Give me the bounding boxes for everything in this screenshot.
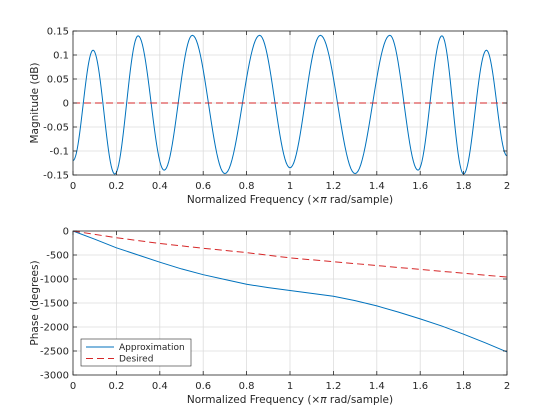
legend-box <box>80 338 192 367</box>
magnitude-ytick-label-6: 0.15 <box>47 27 69 38</box>
magnitude-xtick-label-8: 1.6 <box>412 181 428 192</box>
magnitude-xtick-label-3: 0.6 <box>195 181 211 192</box>
phase-xlabel-prefix: Normalized Frequency ( <box>187 394 312 406</box>
phase-series-approximation <box>72 230 508 353</box>
phase-xtick-label-8: 1.6 <box>412 381 428 392</box>
magnitude-xlabel-prefix: Normalized Frequency ( <box>187 194 312 206</box>
phase-xlabel: Normalized Frequency (×π rad/sample) <box>187 394 393 406</box>
phase-xtick-label-4: 0.8 <box>239 381 255 392</box>
phase-xtick-label-2: 0.4 <box>152 381 168 392</box>
phase-legend: Approximation Desired <box>80 338 192 367</box>
phase-xtick-label-5: 1 <box>287 381 293 392</box>
legend-label-desired: Desired <box>119 355 153 365</box>
magnitude-ytick-label-4: 0.05 <box>47 75 69 86</box>
phase-ytick-label-6: 0 <box>63 227 69 238</box>
magnitude-xlabel: Normalized Frequency (×π rad/sample) <box>187 194 393 206</box>
magnitude-ytick-label-3: 0 <box>63 99 69 110</box>
magnitude-xlabel-symbol: ×π <box>311 194 327 206</box>
magnitude-xtick-label-0: 0 <box>70 181 76 192</box>
phase-ylabel: Phase (degrees) <box>29 260 41 345</box>
magnitude-ytick-label-0: -0.15 <box>43 171 69 182</box>
phase-xtick-label-3: 0.6 <box>195 381 211 392</box>
magnitude-xtick-label-4: 0.8 <box>239 181 255 192</box>
phase-xtick-label-9: 1.8 <box>456 381 472 392</box>
phase-ytick-label-2: -2000 <box>40 323 69 334</box>
magnitude-xtick-label-5: 1 <box>287 181 293 192</box>
phase-plot: 0 0.2 0.4 0.6 0.8 1 1.2 1.4 1.6 1.8 2 -3000 -2500 -20… <box>29 227 510 407</box>
phase-ytick-label-1: -2500 <box>40 347 69 358</box>
magnitude-xtick-label-6: 1.2 <box>325 181 341 192</box>
magnitude-ytick-label-2: -0.05 <box>43 123 69 134</box>
magnitude-xtick-label-7: 1.4 <box>369 181 385 192</box>
phase-xtick-label-0: 0 <box>70 381 76 392</box>
phase-ytick-label-4: -1000 <box>40 275 69 286</box>
phase-xtick-label-7: 1.4 <box>369 381 385 392</box>
magnitude-plot: 0 0.2 0.4 0.6 0.8 1 1.2 1.4 1.6 1.8 2 -0.15 -0.1 -0.0… <box>29 27 510 207</box>
magnitude-xtick-label-10: 2 <box>504 181 510 192</box>
phase-xlabel-suffix: rad/sample) <box>327 394 394 406</box>
legend-label-approximation: Approximation <box>119 343 185 353</box>
phase-ytick-label-3: -1500 <box>40 299 69 310</box>
phase-xtick-label-1: 0.2 <box>108 381 124 392</box>
phase-xtick-label-6: 1.2 <box>325 381 341 392</box>
magnitude-xlabel-suffix: rad/sample) <box>327 194 394 206</box>
phase-ytick-label-5: -500 <box>46 251 69 262</box>
phase-ytick-label-0: -3000 <box>40 371 69 382</box>
magnitude-ytick-label-5: 0.1 <box>53 51 69 62</box>
phase-series-desired <box>72 230 508 278</box>
magnitude-xtick-label-1: 0.2 <box>108 181 124 192</box>
magnitude-ylabel: Magnitude (dB) <box>29 62 41 143</box>
magnitude-ytick-label-1: -0.1 <box>49 147 69 158</box>
magnitude-xtick-label-2: 0.4 <box>152 181 168 192</box>
magnitude-series-approximation <box>72 34 508 175</box>
magnitude-xtick-label-9: 1.8 <box>456 181 472 192</box>
phase-xlabel-symbol: ×π <box>311 394 327 406</box>
phase-xtick-label-10: 2 <box>504 381 510 392</box>
